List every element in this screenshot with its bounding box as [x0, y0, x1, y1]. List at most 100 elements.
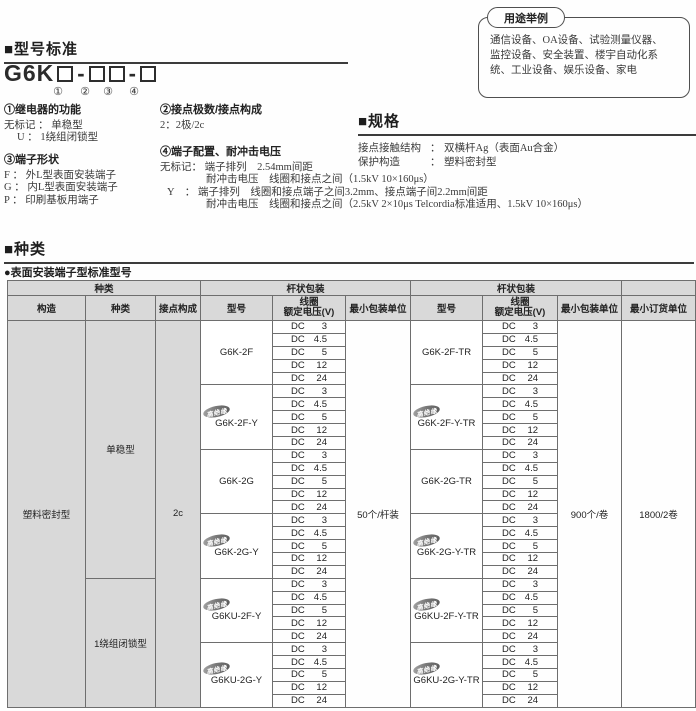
legend-line: G ： 内L型表面安装端子	[4, 182, 118, 194]
voltage-value: 3	[321, 385, 327, 397]
table-cell-voltage: DC 12	[272, 552, 346, 566]
voltage-value: 24	[527, 437, 539, 449]
spec-row-protection: 保护构造 ： 塑料密封型	[358, 156, 696, 169]
table-cell-voltage: DC 12	[482, 423, 559, 438]
table-cell-voltage: DC 24	[482, 629, 559, 644]
model-code-hyphen-1: -	[77, 60, 85, 86]
voltage-prefix: DC	[502, 411, 516, 423]
voltage-value: 5	[532, 540, 539, 552]
table-cell-model: 高绝缘 G6K-2G-Y	[200, 513, 273, 579]
voltage-prefix: DC	[291, 579, 305, 591]
voltage-prefix: DC	[291, 514, 305, 526]
voltage-prefix: DC	[502, 476, 516, 488]
voltage-prefix: DC	[502, 514, 516, 526]
table-cell-voltage: DC 4.5	[482, 397, 559, 412]
voltage-prefix: DC	[502, 592, 516, 604]
voltage-prefix: DC	[502, 617, 516, 629]
voltage-prefix: DC	[291, 411, 305, 423]
table-cell-model: 高绝缘 G6KU-2F-Y-TR	[410, 577, 484, 644]
table-cell-voltage: DC 4.5	[482, 655, 559, 670]
voltage-value: 3	[532, 450, 539, 462]
table-row: 高绝缘 G6K-2G-Y DC 3 高绝缘 G6K-2G-Y-TR DC 3	[8, 513, 696, 579]
voltage-value: 24	[316, 630, 327, 642]
voltage-value: 3	[321, 321, 327, 333]
table-cell-voltage: DC 24	[482, 436, 559, 450]
voltage-value: 5	[321, 476, 327, 488]
spec-value: 塑料密封型	[444, 157, 497, 168]
voltage-value: 3	[532, 514, 539, 526]
voltage-prefix: DC	[291, 424, 305, 436]
table-cell-voltage: DC 4.5	[482, 590, 559, 605]
col-header-min-pack-stick: 最小包装单位	[344, 295, 412, 321]
legend-item4-title: ④端子配置、耐冲击电压	[160, 146, 281, 158]
table-cell-voltage: DC 24	[482, 564, 559, 579]
usage-examples-box: 用途举例 通信设备、OA设备、试验测量仪器、 监控设备、安全装置、楼宇自动化系 …	[478, 7, 690, 98]
voltage-prefix: DC	[291, 643, 305, 655]
table-cell-voltage: DC 12	[272, 680, 346, 695]
table-cell-voltage: DC 24	[482, 500, 559, 515]
voltage-prefix: DC	[291, 450, 305, 462]
table-cell-voltage: DC 5	[272, 345, 346, 360]
specs-section: ■规格 接点接触结构 ： 双横杆Ag（表面Au合金） 保护构造 ： 塑料密封型	[358, 110, 696, 169]
group-header-reel: 杆状包装	[410, 280, 623, 296]
col-header-min-order: 最小订货单位	[621, 295, 696, 321]
voltage-value: 5	[321, 347, 327, 359]
legend-line: 无标记 ： 单稳型	[4, 120, 83, 131]
spec-label: 接点接触结构	[358, 143, 421, 154]
table-row: DC 5 DC 5	[8, 410, 696, 425]
voltage-value: 12	[527, 682, 539, 694]
table-cell-voltage: DC 3	[482, 577, 559, 592]
table-cell-voltage: DC 4.5	[272, 332, 346, 347]
voltage-value: 24	[316, 695, 327, 707]
voltage-value: 12	[527, 553, 539, 565]
voltage-prefix: DC	[502, 321, 516, 333]
table-row: DC 24 DC 24	[8, 436, 696, 450]
table-row: DC 5 DC 5	[8, 539, 696, 554]
types-table: 种类 杆状包装 杆状包装 构造 种类 接点构成 型号 线圈 额定电压(V) 最小包装单位 型号 线圈额…	[7, 280, 696, 708]
voltage-value: 5	[532, 476, 539, 488]
usage-line: 监控设备、安全装置、楼宇自动化系	[490, 50, 658, 61]
legend-line: 2：2极/2c	[160, 120, 205, 131]
voltage-prefix: DC	[291, 334, 305, 346]
model-code-hyphen-2: -	[128, 60, 136, 86]
table-cell-model: G6K-2F	[200, 319, 273, 386]
table-cell-voltage: DC 24	[272, 436, 346, 450]
voltage-value: 12	[316, 617, 327, 629]
voltage-prefix: DC	[502, 489, 516, 501]
table-cell-model: 高绝缘 G6K-2F-Y	[200, 384, 273, 450]
voltage-value: 12	[316, 553, 327, 565]
model-name: G6KU-2G-Y	[210, 675, 263, 687]
voltage-prefix: DC	[291, 527, 305, 539]
voltage-prefix: DC	[291, 360, 305, 372]
spec-value: 双横杆Ag（表面Au合金）	[444, 143, 565, 154]
voltage-value: 3	[321, 643, 327, 655]
model-name: G6K-2G-Y	[214, 546, 259, 558]
table-row: DC 24 DC 24	[8, 564, 696, 579]
model-standard-heading: ■型号标准	[4, 38, 348, 64]
table-row: DC 4.5 DC 4.5	[8, 590, 696, 605]
model-code: G6K - -	[4, 60, 157, 87]
table-cell-voltage: DC 12	[482, 552, 559, 566]
voltage-value: 4.5	[313, 592, 327, 604]
model-code-box-4	[139, 65, 156, 82]
voltage-prefix: DC	[291, 476, 305, 488]
table-cell-voltage: DC 12	[482, 616, 559, 631]
table-cell-voltage: DC 3	[272, 384, 346, 399]
voltage-value: 5	[321, 605, 327, 617]
voltage-prefix: DC	[291, 347, 305, 359]
table-cell-voltage: DC 3	[272, 320, 346, 334]
table-cell-voltage: DC 5	[482, 668, 559, 682]
voltage-value: 4.5	[313, 527, 327, 539]
voltage-prefix: DC	[502, 437, 516, 449]
voltage-value: 4.5	[524, 527, 539, 539]
table-cell-voltage: DC 24	[272, 371, 346, 386]
table-cell-model: 高绝缘 G6K-2G-Y-TR	[410, 513, 484, 579]
table-cell-model: 高绝缘 G6KU-2F-Y	[200, 577, 273, 644]
table-cell-voltage: DC 24	[272, 564, 346, 579]
voltage-prefix: DC	[502, 450, 516, 462]
model-name: G6K-2F-TR	[421, 347, 472, 359]
voltage-prefix: DC	[502, 656, 516, 668]
types-subheading: ●表面安装端子型标准型号	[4, 267, 132, 279]
table-cell-voltage: DC 3	[482, 513, 559, 528]
voltage-prefix: DC	[502, 669, 516, 681]
